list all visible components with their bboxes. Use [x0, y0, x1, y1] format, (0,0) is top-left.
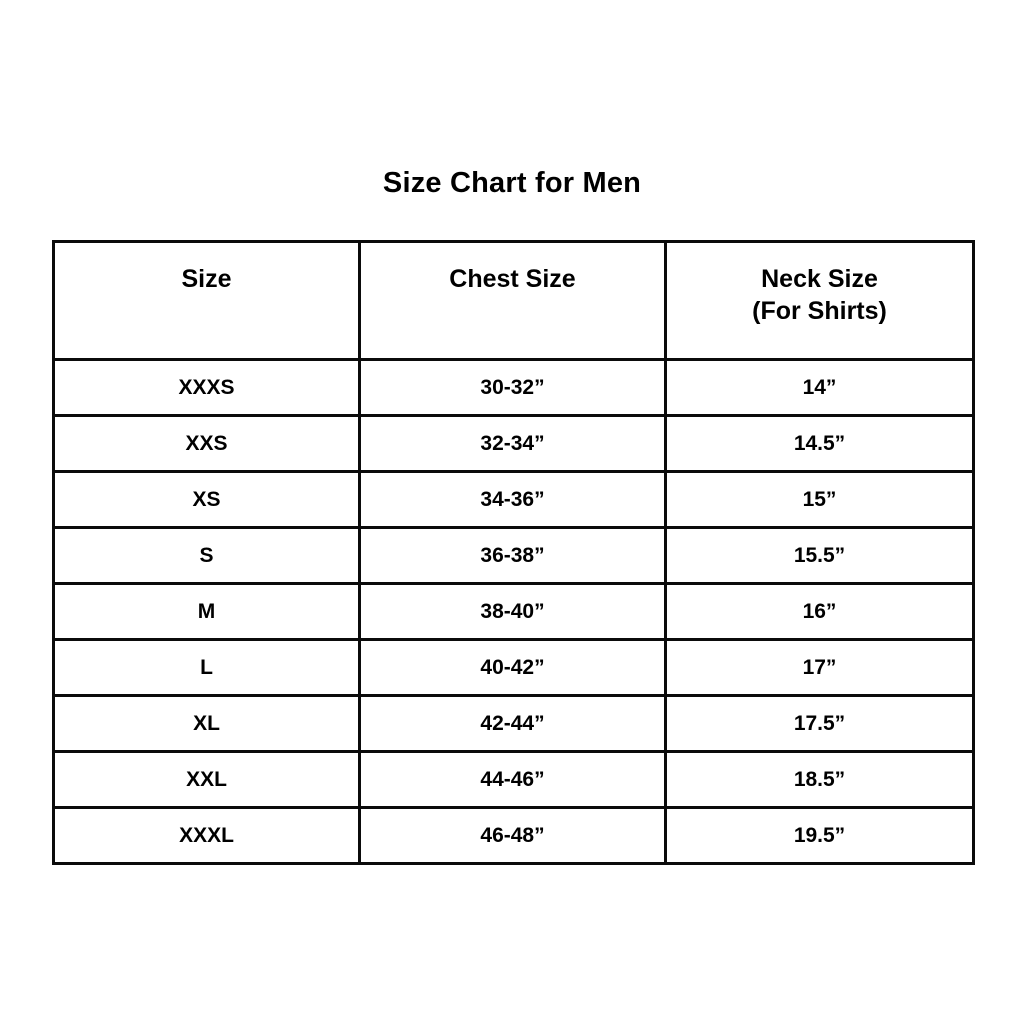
table-row: M 38-40” 16”: [52, 582, 975, 641]
cell-neck-size: 15.5”: [664, 526, 975, 585]
cell-chest-size: 42-44”: [358, 694, 667, 753]
cell-chest-size: 32-34”: [358, 414, 667, 473]
column-header-chest-size: Chest Size: [358, 240, 667, 361]
size-chart-table: Size Chest Size Neck Size (For Shirts) X…: [52, 240, 975, 865]
cell-neck-size: 14.5”: [664, 414, 975, 473]
column-header-chest-size-label: Chest Size: [449, 265, 576, 293]
cell-size: L: [52, 638, 361, 697]
column-header-size-label: Size: [181, 265, 232, 293]
cell-size: XL: [52, 694, 361, 753]
column-header-neck-size: Neck Size (For Shirts): [664, 240, 975, 361]
cell-size: XXXL: [52, 806, 361, 865]
cell-chest-size: 34-36”: [358, 470, 667, 529]
cell-neck-size: 19.5”: [664, 806, 975, 865]
cell-neck-size: 16”: [664, 582, 975, 641]
cell-size: S: [52, 526, 361, 585]
page-title: Size Chart for Men: [382, 167, 642, 199]
cell-size: M: [52, 582, 361, 641]
cell-chest-size: 30-32”: [358, 358, 667, 417]
column-header-neck-size-sublabel: (For Shirts): [752, 297, 887, 325]
cell-neck-size: 18.5”: [664, 750, 975, 809]
column-header-size: Size: [52, 240, 361, 361]
table-row: XXXS 30-32” 14”: [52, 358, 975, 417]
table-row: XXXL 46-48” 19.5”: [52, 806, 975, 865]
cell-chest-size: 46-48”: [358, 806, 667, 865]
cell-size: XXL: [52, 750, 361, 809]
table-row: S 36-38” 15.5”: [52, 526, 975, 585]
table-row: XL 42-44” 17.5”: [52, 694, 975, 753]
cell-chest-size: 36-38”: [358, 526, 667, 585]
cell-chest-size: 44-46”: [358, 750, 667, 809]
table-row: XXS 32-34” 14.5”: [52, 414, 975, 473]
cell-size: XS: [52, 470, 361, 529]
cell-neck-size: 15”: [664, 470, 975, 529]
cell-size: XXXS: [52, 358, 361, 417]
table-row: L 40-42” 17”: [52, 638, 975, 697]
table-row: XS 34-36” 15”: [52, 470, 975, 529]
column-header-neck-size-label: Neck Size: [761, 265, 878, 293]
table-header-row: Size Chest Size Neck Size (For Shirts): [52, 240, 975, 361]
cell-chest-size: 38-40”: [358, 582, 667, 641]
table-header: Size Chest Size Neck Size (For Shirts): [52, 240, 975, 361]
table-body: XXXS 30-32” 14” XXS 32-34” 14.5” XS 34-3…: [52, 358, 975, 865]
cell-neck-size: 17”: [664, 638, 975, 697]
cell-neck-size: 17.5”: [664, 694, 975, 753]
cell-size: XXS: [52, 414, 361, 473]
table-row: XXL 44-46” 18.5”: [52, 750, 975, 809]
cell-neck-size: 14”: [664, 358, 975, 417]
cell-chest-size: 40-42”: [358, 638, 667, 697]
